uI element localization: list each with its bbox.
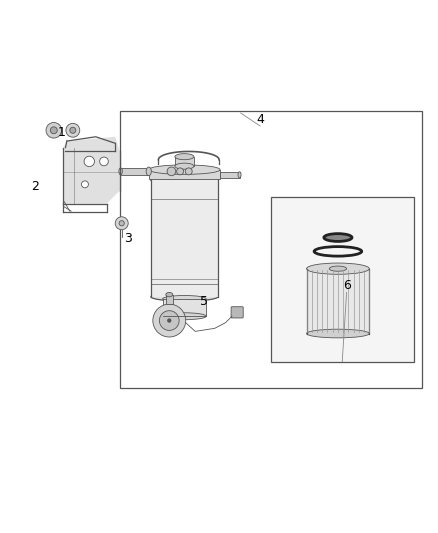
Ellipse shape	[151, 293, 218, 301]
Circle shape	[153, 304, 186, 337]
Ellipse shape	[324, 233, 352, 241]
Bar	[162, 299, 206, 316]
Ellipse shape	[238, 172, 241, 178]
Ellipse shape	[119, 168, 122, 175]
Ellipse shape	[166, 293, 173, 297]
Bar	[175, 157, 194, 166]
Text: 6: 6	[343, 279, 350, 293]
Bar	[120, 111, 422, 387]
Circle shape	[84, 156, 95, 167]
Circle shape	[46, 123, 62, 138]
Ellipse shape	[146, 167, 151, 176]
Ellipse shape	[162, 313, 206, 320]
Bar	[220, 172, 240, 178]
Circle shape	[185, 168, 192, 175]
Circle shape	[167, 318, 171, 322]
Text: 3: 3	[124, 232, 132, 245]
Ellipse shape	[307, 329, 369, 338]
Polygon shape	[64, 137, 120, 204]
Ellipse shape	[175, 163, 194, 169]
Ellipse shape	[307, 263, 369, 274]
Bar	[271, 197, 413, 361]
Bar	[166, 295, 173, 304]
Circle shape	[167, 167, 176, 176]
Text: 1: 1	[57, 126, 65, 139]
Bar	[120, 168, 149, 175]
Circle shape	[119, 221, 124, 226]
Text: 5: 5	[200, 295, 208, 308]
Bar	[149, 169, 220, 179]
Circle shape	[66, 123, 80, 137]
Ellipse shape	[162, 295, 206, 302]
Circle shape	[100, 157, 108, 166]
Ellipse shape	[175, 154, 194, 160]
FancyBboxPatch shape	[231, 306, 243, 318]
Circle shape	[159, 311, 179, 330]
Circle shape	[177, 168, 184, 175]
Bar	[307, 269, 369, 334]
Text: 2: 2	[31, 180, 39, 193]
Circle shape	[115, 217, 128, 230]
Circle shape	[70, 127, 76, 133]
Text: 4: 4	[256, 113, 264, 126]
Ellipse shape	[329, 266, 346, 271]
Circle shape	[81, 181, 88, 188]
Ellipse shape	[149, 165, 220, 174]
Ellipse shape	[151, 174, 218, 187]
Circle shape	[50, 127, 57, 134]
Bar	[151, 180, 218, 297]
